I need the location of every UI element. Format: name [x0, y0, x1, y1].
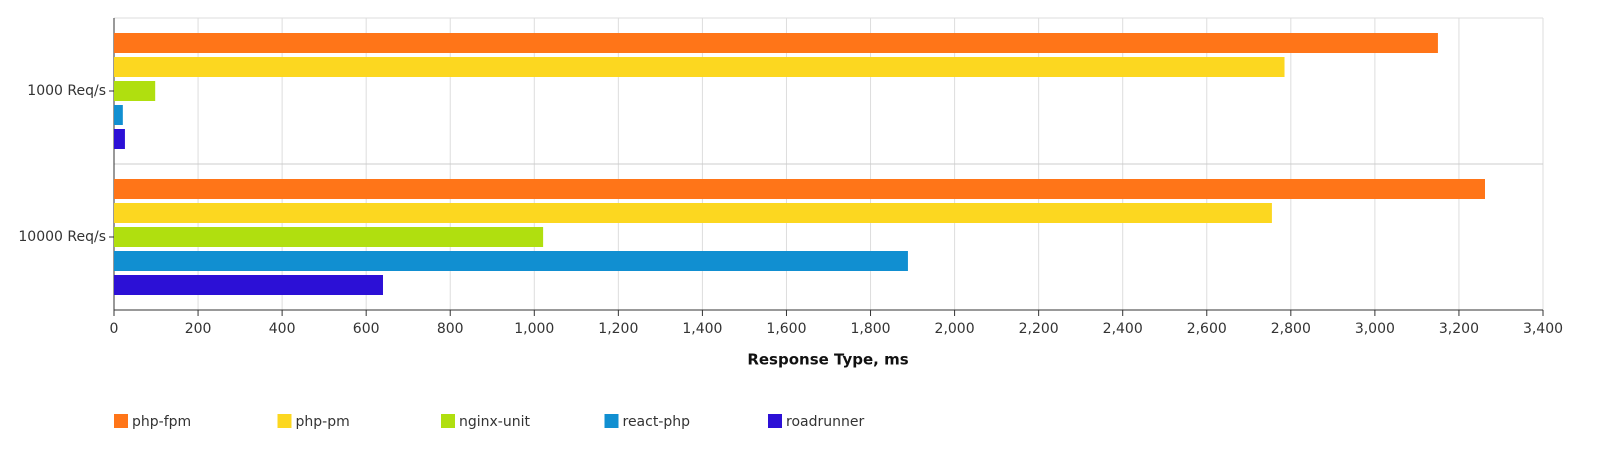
legend-swatch [768, 414, 782, 428]
bar [114, 57, 1285, 77]
x-tick-label: 1,800 [850, 321, 890, 337]
y-tick-label: 10000 Req/s [18, 229, 106, 245]
x-tick-label: 1,000 [514, 321, 554, 337]
legend-label: php-fpm [132, 414, 191, 430]
legend-label: roadrunner [786, 414, 864, 430]
x-tick-label: 400 [269, 321, 296, 337]
bar [114, 105, 123, 125]
x-tick-label: 3,400 [1523, 321, 1563, 337]
x-tick-label: 1,400 [682, 321, 722, 337]
x-tick-label: 800 [437, 321, 464, 337]
legend-swatch [604, 414, 619, 428]
x-tick-label: 1,200 [598, 321, 638, 337]
x-tick-label: 2,600 [1187, 321, 1227, 337]
bar [114, 129, 125, 149]
bar [114, 227, 544, 247]
legend-swatch [114, 414, 128, 428]
x-axis-title: Response Type, ms [747, 351, 908, 369]
legend-label: php-pm [296, 414, 350, 430]
bar [114, 251, 908, 271]
x-tick-label: 2,400 [1103, 321, 1143, 337]
x-tick-label: 1,600 [766, 321, 806, 337]
legend-swatch [277, 414, 292, 428]
x-tick-label: 2,000 [935, 321, 975, 337]
y-tick-label: 1000 Req/s [27, 83, 106, 99]
x-tick-label: 600 [353, 321, 380, 337]
x-tick-label: 0 [110, 321, 119, 337]
x-tick-label: 2,800 [1271, 321, 1311, 337]
legend-label: nginx-unit [459, 414, 530, 430]
bar [114, 203, 1272, 223]
x-tick-label: 3,200 [1439, 321, 1479, 337]
bar [114, 275, 383, 295]
x-tick-label: 200 [185, 321, 212, 337]
bar [114, 81, 156, 101]
x-tick-label: 3,000 [1355, 321, 1395, 337]
bar [114, 33, 1438, 53]
legend-swatch [441, 414, 455, 428]
legend-label: react-php [623, 414, 691, 430]
bar [114, 179, 1485, 199]
x-tick-label: 2,200 [1019, 321, 1059, 337]
